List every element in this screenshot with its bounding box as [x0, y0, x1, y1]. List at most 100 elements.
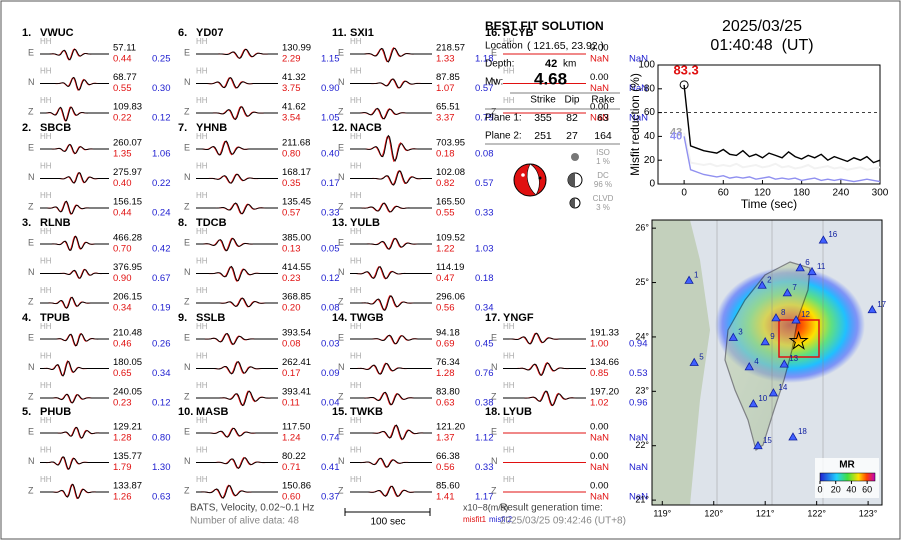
misfit2: 1.05 [321, 113, 340, 124]
amplitude: 393.54 [282, 328, 311, 339]
y-tick-label: 80 [644, 83, 656, 94]
lon-tick-label: 122° [807, 508, 826, 518]
component: Z [28, 391, 34, 401]
colorbar-title: MR [839, 460, 855, 471]
misfit1: 1.79 [113, 462, 132, 473]
misfit2: 0.33 [475, 462, 494, 473]
misfit2: NaN [629, 462, 648, 473]
station-name: MASB [196, 406, 228, 418]
component: N [491, 77, 498, 87]
misfit1: 0.55 [113, 83, 132, 94]
misfit2: 1.03 [475, 244, 494, 255]
misfit2: 0.17 [321, 178, 340, 189]
plane-value: 251 [534, 130, 552, 142]
component: Z [338, 391, 344, 401]
misfit2: 0.04 [321, 398, 340, 409]
misfit1: 0.65 [113, 368, 132, 379]
column-header: Dip [564, 95, 579, 106]
component: E [338, 332, 344, 342]
misfit2: 0.19 [152, 303, 171, 314]
x-tick-label: 0 [681, 188, 687, 199]
misfit1: 0.63 [436, 398, 455, 409]
station-label: 6 [805, 258, 810, 267]
misfit1: 0.11 [282, 398, 300, 409]
component: E [491, 47, 497, 57]
colorbar-tick-label: 0 [817, 484, 822, 494]
component: Z [338, 485, 344, 495]
misfit1: 0.56 [436, 462, 455, 473]
misfit1: 1.00 [590, 339, 609, 350]
component: E [184, 426, 190, 436]
label: Mw: [485, 77, 503, 88]
component-name: ISO [596, 148, 610, 157]
misfit2: 0.79 [475, 113, 494, 124]
lat-tick-label: 21° [635, 494, 649, 504]
amplitude: 168.17 [282, 167, 311, 178]
waveform-observed [40, 393, 109, 404]
misfit-line [683, 84, 881, 164]
result-label: Result generation time: [500, 503, 603, 514]
station-marker [748, 399, 759, 408]
x-tick-label: 240 [832, 188, 849, 199]
component: Z [491, 485, 497, 495]
station-label: 4 [754, 357, 759, 366]
station-label: 16 [828, 230, 837, 239]
component: E [338, 426, 344, 436]
waveform-observed [350, 265, 432, 280]
column-header: Rake [591, 95, 615, 106]
station-label: 5 [699, 353, 704, 362]
amplitude: 65.51 [436, 102, 460, 113]
amplitude: 41.62 [282, 102, 306, 113]
component: Z [184, 485, 190, 495]
unit: x10−8(m/s) [463, 502, 508, 512]
amplitude: 466.28 [113, 233, 142, 244]
station-name: YD07 [196, 27, 224, 39]
waveform-observed [40, 106, 109, 122]
misfit2: 0.12 [152, 113, 171, 124]
waveform-observed [196, 265, 278, 282]
channel: HH [196, 67, 208, 76]
misfit1: 1.35 [113, 149, 132, 160]
station-number: 13. [332, 217, 347, 229]
waveform-observed [350, 134, 432, 162]
misfit1: 0.18 [436, 149, 455, 160]
station-number: 8. [178, 217, 187, 229]
station-number: 6. [178, 27, 187, 39]
x-tick-label: 120 [754, 188, 771, 199]
station-name: YHNB [196, 122, 227, 134]
lon-tick-label: 119° [653, 508, 671, 518]
amplitude: 85.60 [436, 481, 460, 492]
depth: 42 [545, 58, 557, 70]
solution-title: BEST FIT SOLUTION [485, 19, 604, 33]
scale-label: 100 sec [370, 517, 405, 528]
lat-tick-label: 26° [635, 223, 649, 233]
component: N [28, 77, 35, 87]
waveform-observed [350, 295, 432, 311]
component: Z [491, 391, 497, 401]
channel: HH [350, 37, 362, 46]
colorbar-tick-label: 40 [846, 484, 856, 494]
waveform-observed [40, 172, 109, 184]
station-label: 11 [817, 262, 826, 271]
waveform-observed [40, 333, 109, 347]
misfit2: 0.24 [152, 208, 171, 219]
plane-value: 355 [534, 112, 552, 124]
misfit2: 0.53 [629, 368, 648, 379]
waveform-observed [350, 78, 432, 89]
channel: HH [196, 96, 208, 105]
amplitude: 0.00 [590, 422, 609, 433]
channel: HH [40, 352, 52, 361]
amplitude: 135.77 [113, 451, 142, 462]
amplitude: 703.95 [436, 138, 465, 149]
station-name: PCYB [503, 27, 534, 39]
station-number: 18. [485, 406, 500, 418]
plane-value: 63 [597, 112, 609, 124]
component: Z [28, 106, 34, 116]
misfit1: 0.44 [113, 54, 132, 65]
misfit2: 0.90 [321, 83, 340, 94]
station-label: 12 [801, 310, 810, 319]
channel: HH [350, 96, 362, 105]
station-name: TDCB [196, 217, 227, 229]
component: Z [338, 296, 344, 306]
misfit2: 0.25 [152, 54, 171, 65]
